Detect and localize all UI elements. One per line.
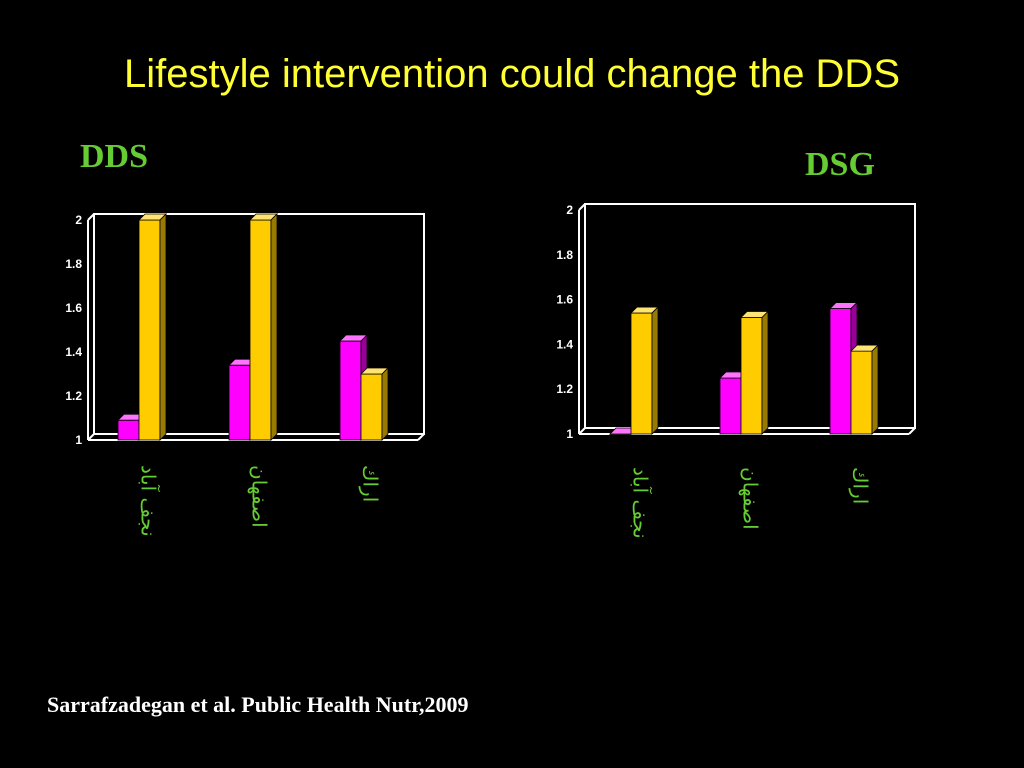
chart-0-category-label: اراك bbox=[359, 465, 383, 502]
chart-0-bar-side bbox=[381, 367, 389, 441]
chart-1-bar-front bbox=[740, 317, 763, 435]
chart-0-bar-front bbox=[360, 373, 383, 441]
chart-1-category-label: اراك bbox=[849, 467, 873, 504]
chart-1-bar-side bbox=[651, 306, 659, 435]
chart-0-y-tick-label: 1 bbox=[75, 433, 82, 447]
chart-1-frame-edge-top bbox=[578, 203, 586, 211]
chart-0-bar-front bbox=[339, 340, 362, 441]
slide-title: Lifestyle intervention could change the … bbox=[123, 52, 900, 96]
chart-1-y-tick-label: 1.2 bbox=[556, 382, 573, 396]
chart-0-bar-side bbox=[159, 213, 167, 441]
chart-0-y-tick-label: 1.6 bbox=[65, 301, 82, 315]
chart-1-bar-side bbox=[871, 344, 879, 435]
chart-0-y-tick-label: 1.2 bbox=[65, 389, 82, 403]
chart-1-y-tick-label: 1 bbox=[566, 427, 573, 441]
chart-1-y-tick-label: 1.8 bbox=[556, 248, 573, 262]
chart-0-frame-edge-top bbox=[87, 213, 95, 221]
chart-0-y-tick-label: 1.4 bbox=[65, 345, 82, 359]
chart-1-y-tick-label: 1.6 bbox=[556, 293, 573, 307]
chart-0-frame-edge-bottom bbox=[87, 433, 95, 441]
chart-0-frame-edge-right bbox=[417, 433, 425, 441]
chart-1-bar-front bbox=[829, 308, 852, 435]
chart-0-category-label: اصفهان bbox=[248, 465, 272, 528]
chart-1-y-tick-label: 1.4 bbox=[556, 337, 573, 351]
chart-0-category-label: نجف آباد bbox=[137, 465, 162, 537]
chart-0-bar-front bbox=[228, 364, 251, 441]
chart-1-bar-front bbox=[630, 312, 653, 435]
chart-1-category-label: اصفهان bbox=[739, 467, 763, 530]
chart-1-y-tick-label: 2 bbox=[566, 203, 573, 217]
chart-title-dsg: DSG bbox=[805, 146, 875, 183]
chart-1-frame-edge-right bbox=[908, 427, 916, 435]
citation: Sarrafzadegan et al. Public Health Nutr,… bbox=[47, 692, 469, 717]
chart-0-bar-front bbox=[249, 219, 272, 441]
chart-0-y-tick-label: 2 bbox=[75, 213, 82, 227]
chart-1-bar-front bbox=[850, 350, 873, 435]
chart-1-frame-edge-bottom bbox=[578, 427, 586, 435]
chart-0-bar-front bbox=[117, 419, 140, 441]
chart-1-bar-side bbox=[761, 310, 769, 435]
chart-1-bar-front bbox=[719, 377, 742, 435]
chart-title-dds: DDS bbox=[80, 138, 149, 175]
chart-0-y-tick-label: 1.8 bbox=[65, 257, 82, 271]
chart-0-bar-front bbox=[138, 219, 161, 441]
chart-0-bar-side bbox=[270, 213, 278, 441]
chart-1-category-label: نجف آباد bbox=[629, 467, 654, 539]
